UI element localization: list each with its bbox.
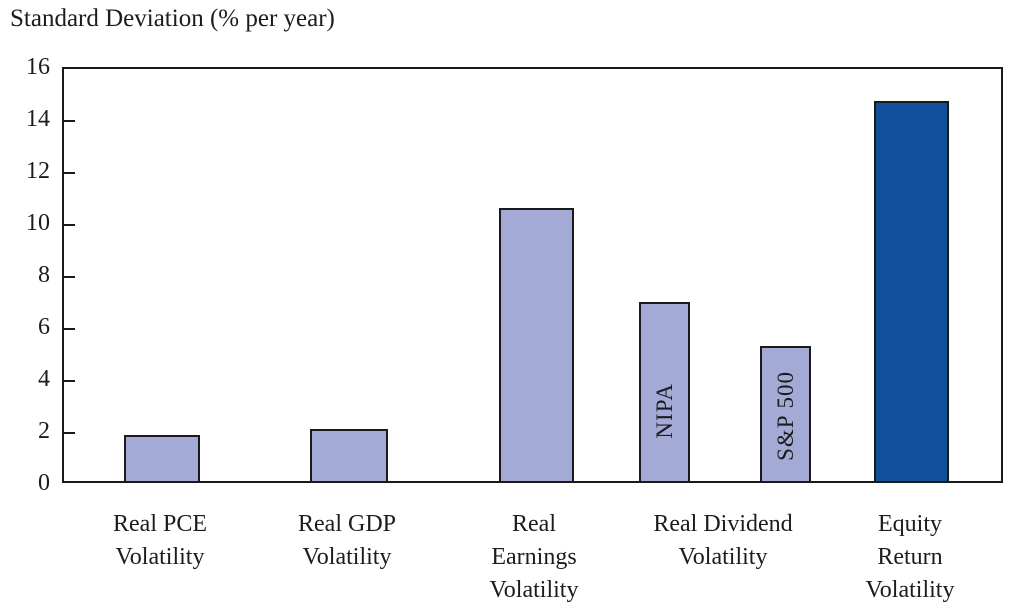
y-tick-mark xyxy=(64,380,75,382)
x-axis-label: Real GDP Volatility xyxy=(298,511,396,570)
y-tick-label: 16 xyxy=(26,54,50,80)
y-tick-mark xyxy=(64,432,75,434)
y-tick-mark xyxy=(64,120,75,122)
y-tick-mark xyxy=(64,224,75,226)
real-earnings-volatility-bar xyxy=(499,208,574,481)
y-tick-label: 8 xyxy=(38,262,50,288)
y-tick-label: 10 xyxy=(26,210,50,236)
real-dividend-volatility-nipa-inner-label: NIPA xyxy=(651,383,677,439)
real-gdp-volatility-bar xyxy=(310,429,388,481)
y-tick-label: 0 xyxy=(38,470,50,496)
real-dividend-volatility-sp500-bar: S&P 500 xyxy=(760,346,811,481)
chart-title: Standard Deviation (% per year) xyxy=(10,5,335,32)
y-tick-label: 12 xyxy=(26,158,50,184)
y-tick-mark xyxy=(64,172,75,174)
y-tick-label: 6 xyxy=(38,314,50,340)
plot-area: NIPA S&P 500 xyxy=(62,67,1003,483)
x-axis-label: Real PCE Volatility xyxy=(113,511,207,570)
x-axis-label: Equity Return Volatility xyxy=(865,511,955,603)
real-dividend-volatility-sp500-inner-label: S&P 500 xyxy=(772,371,798,461)
x-axis-label: Real Earnings Volatility xyxy=(489,511,579,603)
y-tick-label: 4 xyxy=(38,366,50,392)
y-tick-label: 2 xyxy=(38,418,50,444)
y-tick-mark xyxy=(64,328,75,330)
real-dividend-volatility-nipa-bar: NIPA xyxy=(639,302,690,481)
y-tick-label: 14 xyxy=(26,106,50,132)
real-pce-volatility-bar xyxy=(124,435,200,481)
x-axis-label: Real Dividend Volatility xyxy=(653,511,793,570)
equity-return-volatility-bar xyxy=(874,101,949,481)
y-tick-mark xyxy=(64,276,75,278)
